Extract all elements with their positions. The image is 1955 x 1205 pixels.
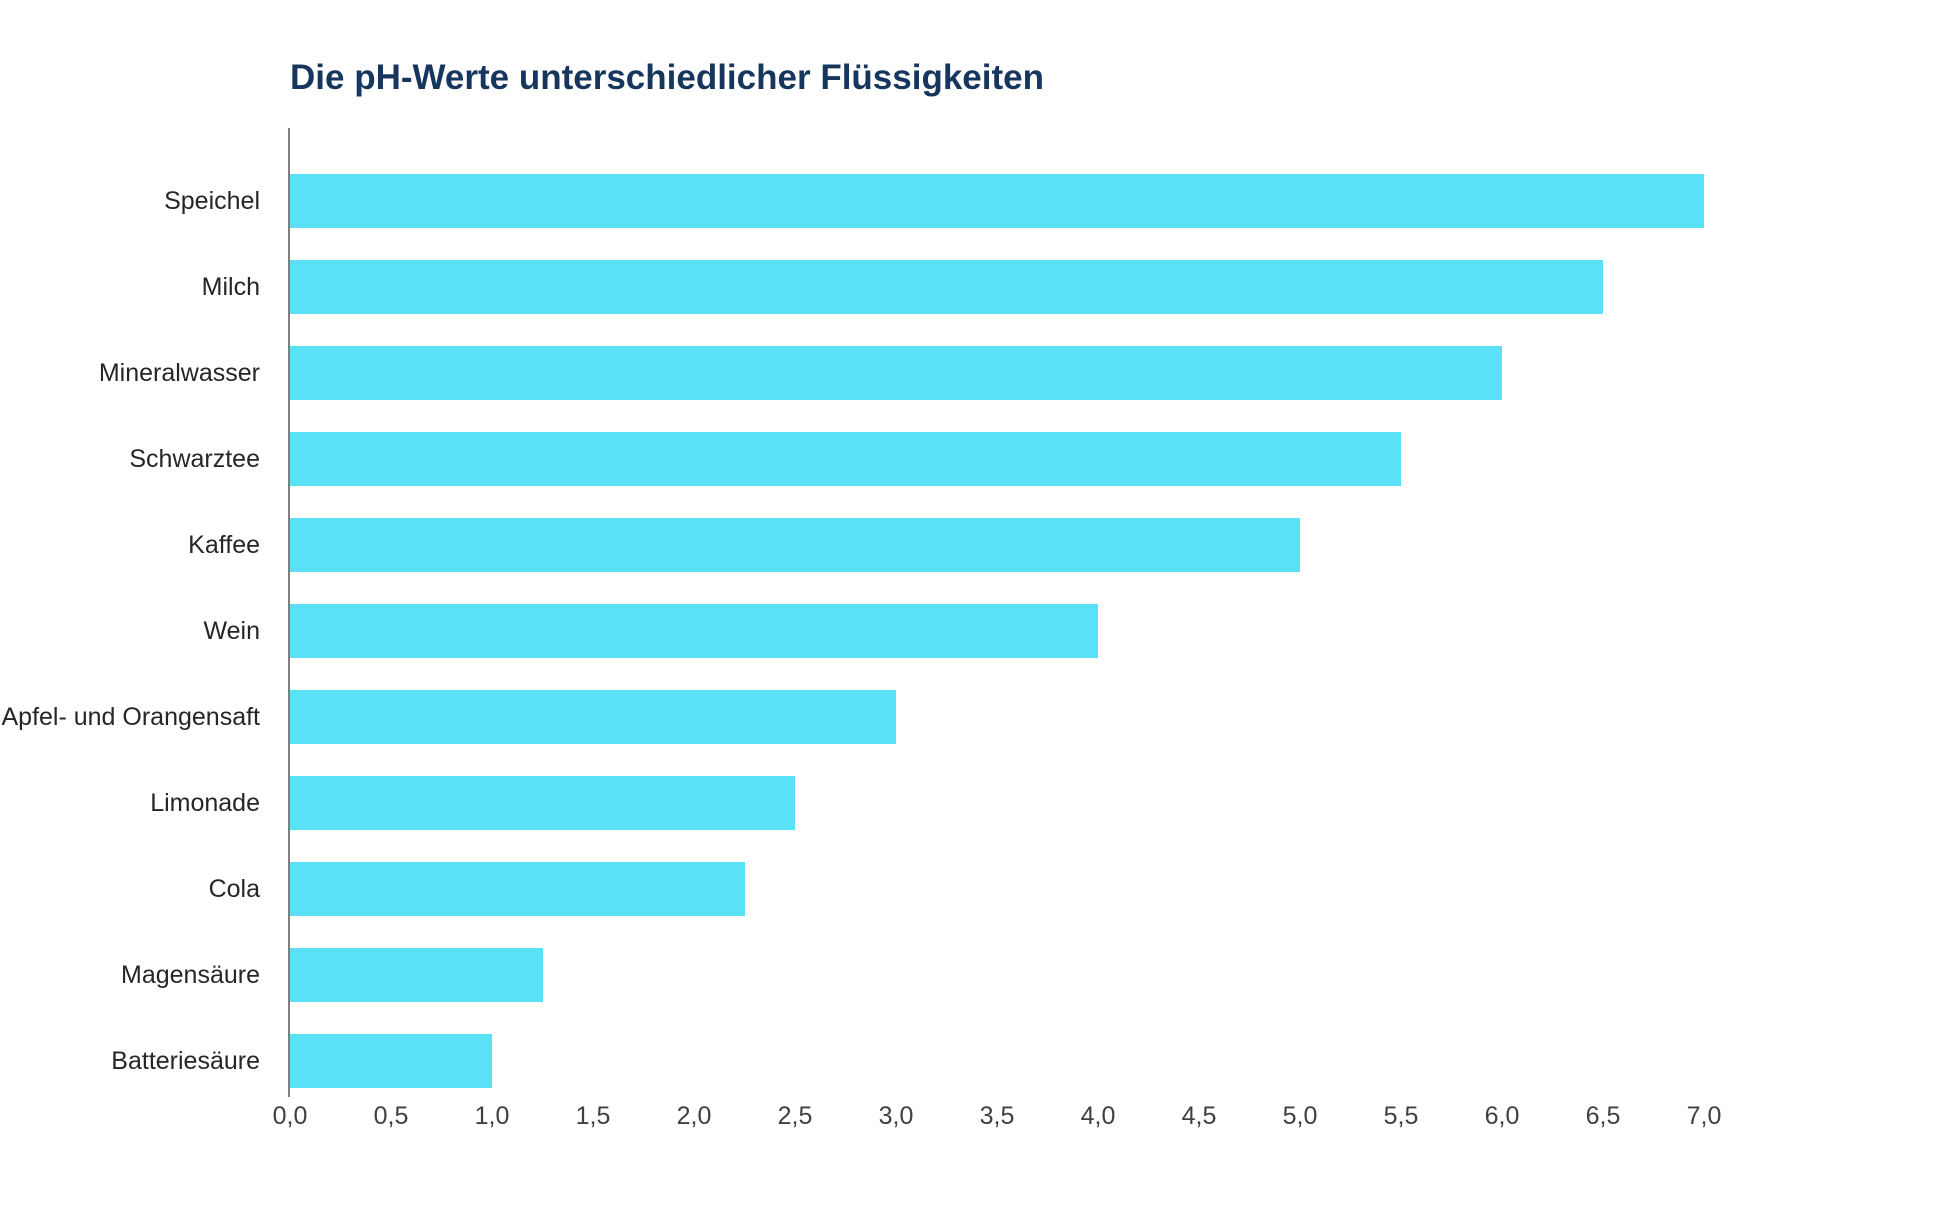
bar-row: Cola [0, 846, 1955, 932]
bar [290, 690, 896, 744]
bar [290, 604, 1098, 658]
category-label: Apfel- und Orangensaft [1, 702, 261, 731]
axis-tick-label: 5,0 [1282, 1102, 1318, 1130]
category-label: Wein [203, 616, 260, 645]
bar-row: Magensäure [0, 932, 1955, 1018]
category-label: Kaffee [188, 530, 260, 559]
bar-row: Speichel [0, 158, 1955, 244]
y-axis-line [288, 128, 290, 1097]
category-label: Limonade [150, 788, 260, 817]
bar [290, 174, 1704, 228]
axis-tick-label: 0,0 [272, 1102, 308, 1130]
bar-row: Kaffee [0, 502, 1955, 588]
bar-row: Schwarztee [0, 416, 1955, 502]
category-label: Milch [201, 272, 260, 301]
axis-tick-label: 7,0 [1686, 1102, 1722, 1130]
axis-tick-label: 4,0 [1080, 1102, 1116, 1130]
bar-row: Mineralwasser [0, 330, 1955, 416]
category-label: Cola [208, 874, 260, 903]
category-label: Speichel [164, 186, 260, 215]
category-label: Schwarztee [129, 444, 260, 473]
x-axis-ticks: 0,0 0,5 1,0 1,5 2,0 2,5 3,0 3,5 4,0 4,5 5,0 5,5 6,0 6… [0, 1102, 1955, 1132]
chart-title: Die pH-Werte unterschiedlicher Flüssigke… [290, 58, 1044, 97]
bar-row: Wein [0, 588, 1955, 674]
axis-tick-label: 6,5 [1585, 1102, 1621, 1130]
category-label: Magensäure [121, 960, 260, 989]
axis-tick-label: 2,0 [676, 1102, 712, 1130]
bar [290, 260, 1603, 314]
bar-row: Milch [0, 244, 1955, 330]
bar [290, 862, 745, 916]
axis-tick-label: 5,5 [1383, 1102, 1419, 1130]
axis-tick-label: 2,5 [777, 1102, 813, 1130]
axis-tick-label: 1,0 [474, 1102, 510, 1130]
bar [290, 346, 1502, 400]
axis-tick-label: 3,0 [878, 1102, 914, 1130]
axis-tick-label: 1,5 [575, 1102, 611, 1130]
bar-row: Batteriesäure [0, 1018, 1955, 1104]
bar [290, 948, 543, 1002]
axis-tick-label: 3,5 [979, 1102, 1015, 1130]
bar [290, 432, 1401, 486]
category-label: Batteriesäure [111, 1046, 260, 1075]
bar-row: Limonade [0, 760, 1955, 846]
axis-tick-label: 0,5 [373, 1102, 409, 1130]
category-label: Mineralwasser [98, 358, 260, 387]
axis-tick-label: 6,0 [1484, 1102, 1520, 1130]
axis-tick-label: 4,5 [1181, 1102, 1217, 1130]
bar [290, 1034, 492, 1088]
bar [290, 518, 1300, 572]
bar [290, 776, 795, 830]
bar-row: Apfel- und Orangensaft [0, 674, 1955, 760]
bar-rows: Speichel Milch Mineralwasser Schwarztee Kaff… [0, 130, 1955, 1104]
